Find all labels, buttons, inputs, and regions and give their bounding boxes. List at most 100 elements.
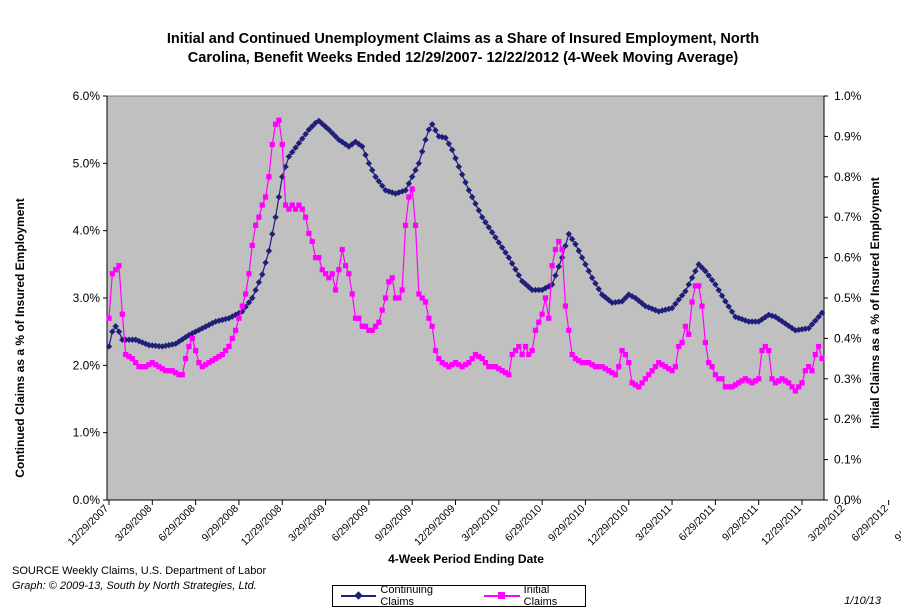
initial-claims-point — [659, 362, 665, 368]
initial-claims-point — [679, 339, 685, 346]
initial-claims-point — [652, 364, 659, 370]
continuing-claims-point — [565, 230, 572, 238]
initial-claims-point — [596, 364, 602, 370]
continuing-claims-point — [149, 342, 156, 349]
initial-claims-point — [592, 364, 599, 370]
initial-claims-point — [139, 364, 145, 370]
initial-claims-point — [389, 275, 395, 281]
continuing-claims-point — [588, 274, 596, 281]
continuing-claims-point — [408, 173, 416, 180]
continuing-claims-point — [545, 283, 552, 290]
continuing-claims-point — [555, 263, 562, 270]
continuing-claims-point — [269, 230, 276, 238]
initial-claims-point — [629, 380, 635, 386]
continuing-claims-point — [525, 283, 533, 291]
continuing-claims-point — [305, 126, 313, 133]
initial-claims-point — [499, 368, 505, 374]
continuing-claims-point — [535, 286, 542, 294]
initial-claims-point — [299, 206, 305, 212]
initial-claims-point — [329, 271, 335, 277]
initial-claims-point — [262, 194, 269, 200]
x-tick-label: 9/29/2009 — [373, 503, 415, 545]
x-tick-label: 6/29/2008 — [156, 503, 198, 545]
initial-claims-point — [169, 368, 175, 374]
initial-claims-point — [722, 384, 728, 390]
initial-claims-point — [636, 384, 642, 390]
series-initial-claims — [106, 117, 825, 394]
initial-claims-point — [136, 364, 142, 370]
continuing-claims-point — [452, 155, 459, 162]
continuing-claims-point — [818, 309, 826, 317]
initial-claims-point — [272, 121, 279, 127]
initial-claims-point — [472, 351, 479, 358]
initial-claims-point — [476, 353, 482, 360]
initial-claims-point — [119, 311, 125, 317]
continuing-claims-point — [402, 187, 409, 194]
initial-claims-point — [259, 202, 265, 208]
initial-claims-point — [742, 376, 748, 382]
initial-claims-point — [789, 384, 795, 390]
continuing-claims-point — [389, 189, 396, 196]
initial-claims-point — [459, 364, 465, 370]
continuing-claims-point — [375, 178, 383, 185]
legend-label-continuing: Continuing Claims — [380, 584, 434, 608]
initial-claims-point — [183, 356, 189, 362]
initial-claims-point — [549, 263, 555, 269]
initial-claims-point — [552, 246, 559, 253]
initial-claims-point — [799, 380, 805, 386]
initial-claims-point — [166, 368, 172, 374]
initial-claims-point — [816, 343, 822, 350]
initial-claims-point — [749, 380, 755, 386]
x-axis-label: 4-Week Period Ending Date — [388, 552, 544, 566]
initial-claims-point — [736, 380, 742, 386]
continuing-claims-point — [369, 166, 376, 174]
initial-claims-point — [536, 319, 542, 325]
x-tick-label: 6/29/2009 — [329, 503, 371, 545]
continuing-claims-point — [325, 126, 333, 133]
continuing-claims-point — [685, 281, 692, 288]
initial-claims-point — [542, 295, 549, 301]
x-tick-label: 9/29/2008 — [200, 503, 242, 545]
continuing-claims-point — [672, 300, 679, 308]
initial-claims-point — [322, 271, 329, 277]
initial-claims-point — [436, 356, 442, 362]
continuing-claims-point — [708, 276, 716, 284]
continuing-claims-point — [592, 280, 599, 287]
initial-claims-point — [506, 372, 512, 378]
x-tick-label: 12/29/2007 — [65, 503, 111, 549]
y-axis-right: 0.0% 0.1% 0.2% 0.3% 0.4% 0.5% 0.6% 0.7% 0.8% 0.9%… — [823, 89, 862, 507]
initial-claims-point — [812, 351, 818, 358]
y-left-tick-label: 2.0% — [73, 358, 101, 372]
continuing-claims-point — [668, 304, 676, 312]
x-tick-label: 9/29/2011 — [720, 503, 761, 544]
continuing-claims-point — [335, 136, 343, 143]
initial-claims-point — [712, 372, 718, 378]
initial-claims-point — [546, 315, 552, 321]
initial-claims-point — [356, 315, 362, 321]
continuing-claims-point — [112, 323, 119, 330]
initial-claims-point — [819, 356, 825, 362]
continuing-claims-point — [705, 272, 712, 279]
x-axis: 12/29/2007 3/29/2008 6/29/2008 9/29/200812/… — [65, 499, 901, 549]
initial-claims-point — [223, 347, 229, 354]
initial-claims-point — [776, 378, 782, 384]
continuing-claims-point — [798, 326, 806, 333]
initial-claims-point — [219, 351, 225, 358]
continuing-claims-point — [738, 316, 746, 323]
initial-claims-point — [632, 382, 639, 388]
initial-claims-point — [362, 323, 369, 329]
initial-claims-point — [682, 323, 688, 329]
y-axis-right-label: Initial Claims as a % of Insured Employm… — [868, 177, 882, 428]
initial-claims-point — [502, 370, 509, 376]
initial-claims-point — [349, 291, 355, 297]
initial-claims-point — [386, 279, 392, 285]
initial-claims-point — [336, 267, 342, 273]
initial-claims-point — [786, 380, 792, 386]
initial-claims-point — [762, 343, 768, 350]
continuing-claims-point — [502, 249, 509, 256]
continuing-claims-point — [292, 144, 299, 151]
continuing-claims-point — [572, 240, 579, 248]
initial-claims-point — [669, 368, 675, 374]
source-line: SOURCE Weekly Claims, U.S. Department of… — [12, 565, 267, 577]
